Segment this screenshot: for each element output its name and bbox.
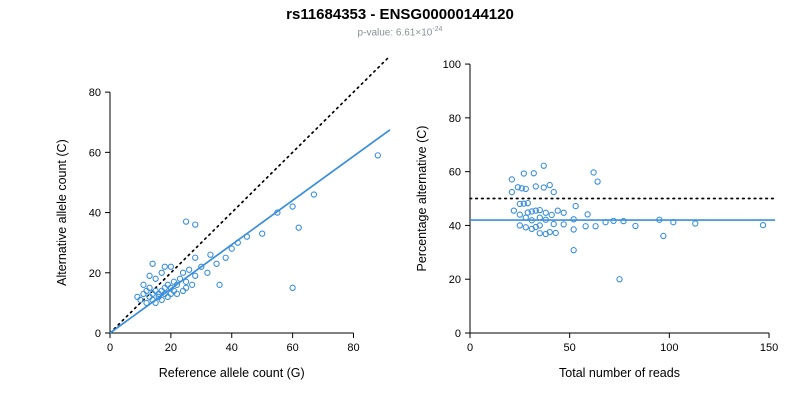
svg-text:0: 0 [95, 328, 101, 340]
svg-text:Alternative allele count (C): Alternative allele count (C) [55, 139, 69, 286]
plots-row: 0 20 40 60 80 0 20 40 60 80 Reference allele count… [0, 40, 800, 400]
svg-text:80: 80 [347, 342, 359, 354]
svg-text:20: 20 [449, 274, 461, 286]
pvalue-text: p-value: 6.61×10 [357, 27, 433, 39]
svg-text:40: 40 [449, 220, 461, 232]
scatter-plot-allele-counts: 0 20 40 60 80 0 20 40 60 80 Reference allele count… [55, 55, 391, 380]
svg-text:20: 20 [165, 342, 177, 354]
svg-text:Total number of reads: Total number of reads [559, 366, 680, 380]
svg-text:40: 40 [89, 208, 101, 220]
chart-subtitle: p-value: 6.61×10-24 [0, 26, 800, 38]
svg-text:0: 0 [467, 342, 473, 354]
chart-title: rs11684353 - ENSG00000144120 [286, 6, 514, 23]
svg-text:Reference allele count (G): Reference allele count (G) [159, 366, 305, 380]
scatter-plot-percentage-vs-reads: 0 50 100 150 0 20 40 60 80 100 Total number of rea… [415, 59, 778, 380]
svg-text:20: 20 [89, 268, 101, 280]
svg-text:40: 40 [226, 342, 238, 354]
svg-text:Percentage alternative (C): Percentage alternative (C) [415, 126, 429, 272]
svg-text:150: 150 [760, 342, 778, 354]
svg-text:0: 0 [455, 328, 461, 340]
svg-text:80: 80 [449, 113, 461, 125]
svg-text:60: 60 [449, 167, 461, 179]
svg-text:0: 0 [107, 342, 113, 354]
svg-text:60: 60 [286, 342, 298, 354]
svg-text:100: 100 [660, 342, 678, 354]
svg-text:50: 50 [564, 342, 576, 354]
svg-text:100: 100 [443, 59, 461, 71]
svg-text:80: 80 [89, 87, 101, 99]
pvalue-exponent: -24 [432, 26, 443, 33]
figure-header: rs11684353 - ENSG00000144120 p-value: 6.… [0, 6, 800, 38]
svg-text:60: 60 [89, 147, 101, 159]
